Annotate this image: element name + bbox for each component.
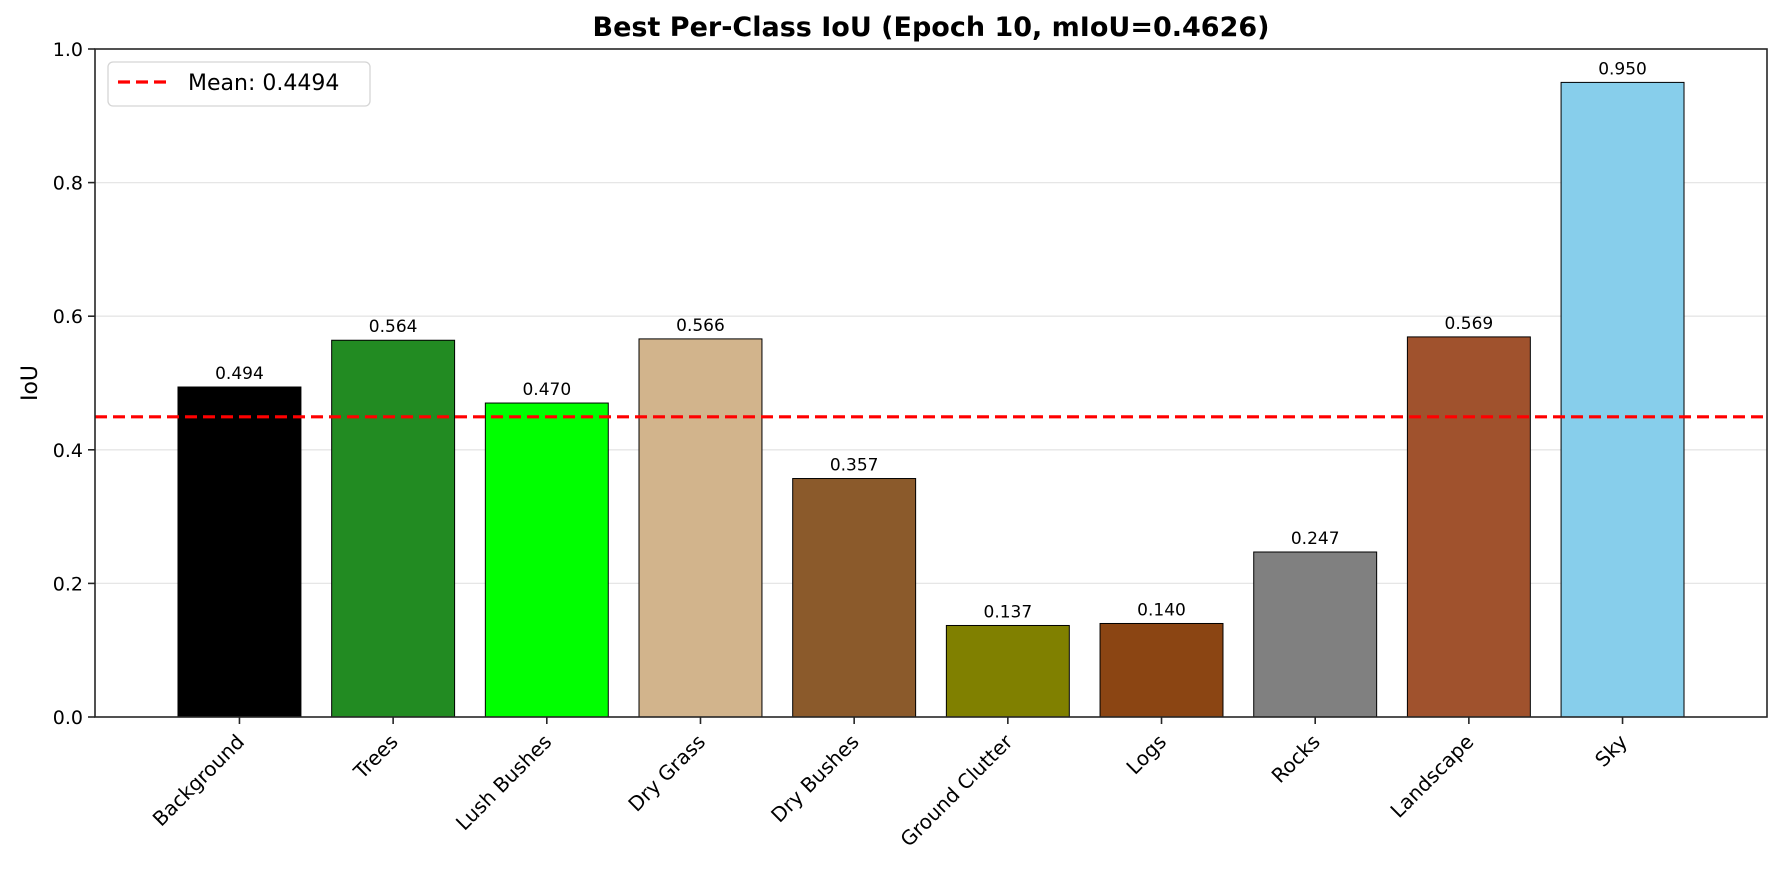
- y-tick-label: 1.0: [53, 39, 83, 61]
- y-axis-ticks: 0.0 0.2 0.4 0.6 0.8 1.0: [53, 39, 95, 729]
- bar: [792, 478, 917, 718]
- axes-frame: [94, 48, 1768, 718]
- legend-box: [107, 61, 371, 107]
- bar-value-label: 0.564: [369, 317, 418, 337]
- x-tick-label: Trees: [348, 730, 403, 785]
- legend: Mean: 0.4494: [107, 61, 371, 107]
- legend-label: Mean: 0.4494: [188, 71, 339, 96]
- y-tick-label: 0.8: [53, 173, 83, 195]
- x-tick-label: Lush Bushes: [451, 730, 556, 835]
- bars: [177, 81, 1685, 718]
- y-tick-label: 0.6: [53, 306, 83, 328]
- x-tick-label: Landscape: [1385, 730, 1478, 823]
- bar: [177, 386, 302, 718]
- y-axis-label: IoU: [18, 365, 43, 401]
- x-tick-label: Background: [148, 730, 249, 831]
- bar: [484, 402, 609, 718]
- x-axis-ticks: Background Trees Lush Bushes Dry Grass Dry B…: [148, 717, 1632, 851]
- bar-value-label: 0.247: [1291, 529, 1340, 549]
- bar: [1406, 336, 1531, 718]
- x-tick-label: Dry Bushes: [766, 730, 864, 828]
- bar-value-label: 0.566: [676, 316, 725, 336]
- bar: [945, 624, 1070, 718]
- x-tick-label: Logs: [1121, 730, 1171, 780]
- bar-value-labels: 0.494 0.564 0.470 0.566 0.357 0.137 0.140 0.247…: [215, 59, 1647, 622]
- bar-value-label: 0.137: [984, 602, 1033, 622]
- bar-value-label: 0.470: [522, 380, 571, 400]
- y-tick-label: 0.4: [53, 440, 83, 462]
- bar-value-label: 0.950: [1598, 59, 1647, 79]
- bar: [1560, 81, 1685, 718]
- bar: [331, 339, 456, 718]
- bar: [1099, 622, 1224, 718]
- bar: [1253, 551, 1378, 718]
- y-tick-label: 0.0: [53, 707, 83, 729]
- bar-value-label: 0.494: [215, 364, 264, 384]
- bar-value-label: 0.569: [1445, 314, 1494, 334]
- x-tick-label: Dry Grass: [623, 730, 710, 817]
- x-tick-label: Ground Clutter: [896, 729, 1018, 851]
- bar-value-label: 0.140: [1137, 600, 1186, 620]
- x-tick-label: Rocks: [1267, 730, 1325, 788]
- chart-title: Best Per-Class IoU (Epoch 10, mIoU=0.462…: [593, 12, 1270, 43]
- bar: [638, 338, 763, 718]
- y-tick-label: 0.2: [53, 573, 83, 595]
- bar-value-label: 0.357: [830, 456, 879, 476]
- x-tick-label: Sky: [1590, 729, 1632, 771]
